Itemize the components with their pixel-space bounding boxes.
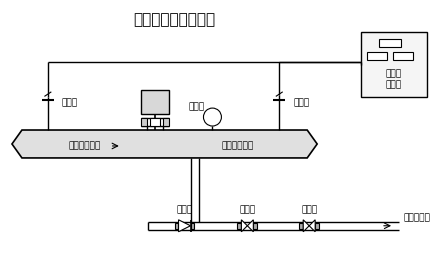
Bar xyxy=(393,52,413,60)
Polygon shape xyxy=(241,220,247,232)
Bar xyxy=(174,223,179,229)
Bar xyxy=(315,223,319,229)
Polygon shape xyxy=(247,220,253,232)
Bar xyxy=(379,39,401,47)
Text: 减温控: 减温控 xyxy=(386,70,402,79)
Circle shape xyxy=(204,108,222,126)
Text: 减温水进口: 减温水进口 xyxy=(404,213,431,222)
Bar xyxy=(299,223,303,229)
Text: 节流阀: 节流阀 xyxy=(239,205,255,214)
Polygon shape xyxy=(12,130,317,158)
Text: 铂电阻: 铂电阻 xyxy=(293,99,309,108)
Polygon shape xyxy=(303,220,309,232)
Bar xyxy=(361,32,427,97)
Text: 截止阀: 截止阀 xyxy=(301,205,317,214)
Bar xyxy=(191,223,194,229)
Text: 一次蒸汽进口: 一次蒸汽进口 xyxy=(69,141,101,150)
Bar xyxy=(141,118,147,126)
Bar xyxy=(367,52,387,60)
Bar xyxy=(149,118,160,126)
Bar xyxy=(253,223,257,229)
Text: 制系统: 制系统 xyxy=(386,81,402,90)
Bar xyxy=(237,223,241,229)
Bar xyxy=(163,118,169,126)
Text: 铂电阻: 铂电阻 xyxy=(62,99,78,108)
Text: 温度计: 温度计 xyxy=(188,103,205,112)
Text: 止回阀: 止回阀 xyxy=(177,205,193,214)
Text: 二次蒸汽出口: 二次蒸汽出口 xyxy=(221,141,253,150)
Polygon shape xyxy=(179,220,191,232)
Polygon shape xyxy=(309,220,315,232)
Text: 可调喷嘴式减温装置: 可调喷嘴式减温装置 xyxy=(133,12,215,27)
Bar xyxy=(141,90,169,114)
